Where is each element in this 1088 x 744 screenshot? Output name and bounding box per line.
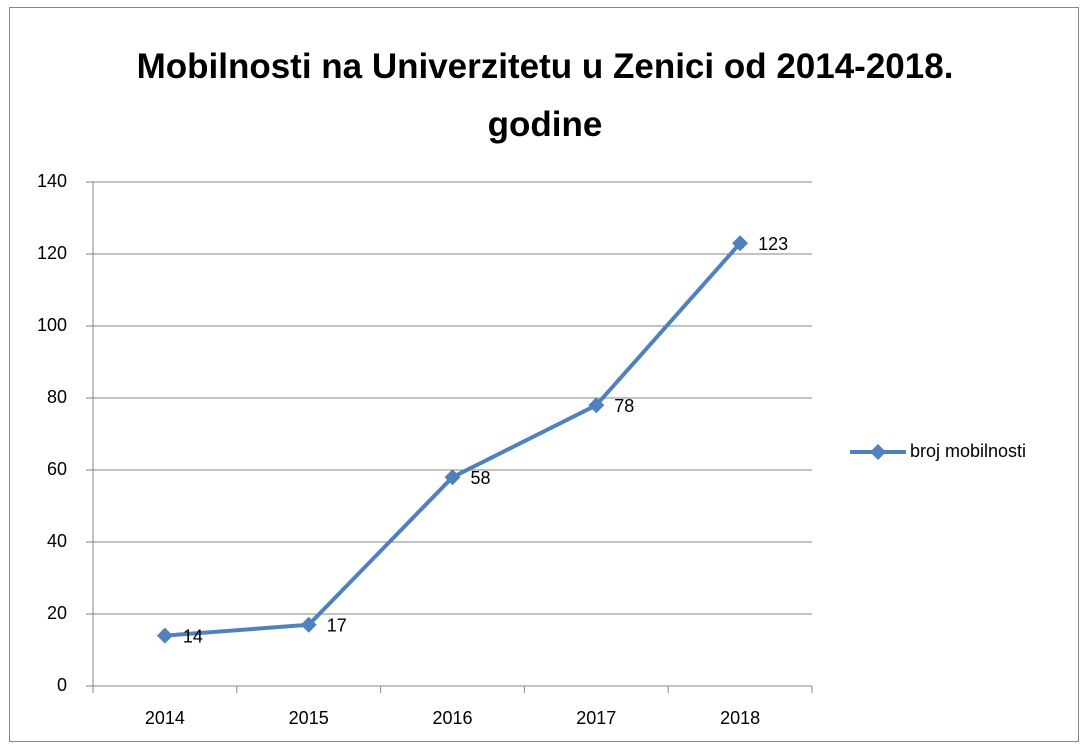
data-label: 78 — [614, 396, 634, 416]
data-point — [156, 627, 173, 644]
data-point — [732, 235, 749, 252]
x-tick-label: 2015 — [289, 708, 329, 728]
chart-title: Mobilnosti na Univerzitetu u Zenici od 2… — [136, 47, 954, 144]
line-series — [164, 241, 742, 638]
y-tick-label: 0 — [57, 675, 67, 695]
data-label: 17 — [327, 616, 347, 636]
y-tick-label: 40 — [47, 531, 67, 551]
x-tick-label: 2017 — [576, 708, 616, 728]
legend-marker — [870, 444, 886, 460]
y-tick-label: 60 — [47, 459, 67, 479]
data-label: 58 — [471, 468, 491, 488]
data-label: 123 — [758, 234, 788, 254]
chart-frame — [9, 7, 1079, 742]
data-point — [444, 469, 461, 486]
y-tick-label: 80 — [47, 387, 67, 407]
legend-label: broj mobilnosti — [910, 441, 1026, 461]
x-tick-label: 2014 — [145, 708, 185, 728]
data-label: 14 — [183, 626, 203, 646]
y-tick-label: 140 — [37, 171, 67, 191]
data-point — [588, 397, 605, 414]
data-point — [300, 616, 317, 633]
x-tick-label: 2018 — [720, 708, 760, 728]
y-tick-label: 100 — [37, 315, 67, 335]
y-tick-label: 120 — [37, 243, 67, 263]
y-tick-label: 20 — [47, 603, 67, 623]
x-tick-label: 2016 — [432, 708, 472, 728]
